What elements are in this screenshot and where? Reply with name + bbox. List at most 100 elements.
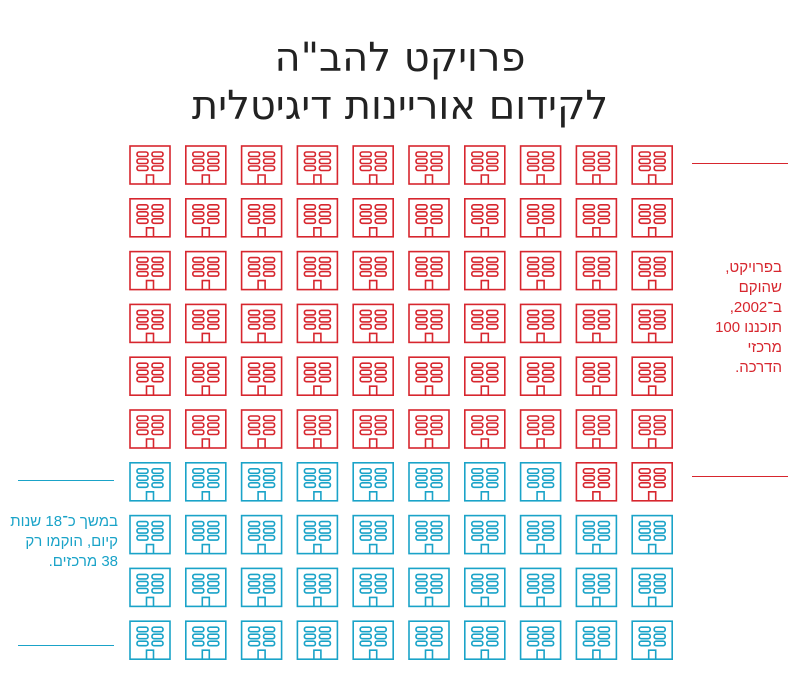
- built-center-icon: [296, 514, 339, 555]
- unbuilt-center-icon: [129, 250, 171, 291]
- unbuilt-center-icon: [519, 409, 562, 449]
- unbuilt-center-icon: [240, 250, 283, 291]
- built-center-icon: [519, 567, 562, 608]
- built-center-icon: [240, 461, 283, 502]
- built-center-icon: [352, 620, 395, 661]
- unbuilt-center-icon: [575, 145, 618, 185]
- chart-title-line-2: לקידום אוריינות דיגיטלית: [191, 83, 609, 129]
- unbuilt-center-icon: [463, 409, 506, 449]
- built-center-icon: [185, 567, 227, 608]
- unbuilt-center-icon: [631, 461, 674, 502]
- built-center-icon: [296, 567, 339, 608]
- unbuilt-center-icon: [575, 409, 618, 449]
- unbuilt-center-icon: [575, 461, 618, 502]
- unbuilt-center-icon: [296, 198, 339, 238]
- built-centers-note: במשך כ־18 שנות קיום, הוקמו רק 38 מרכזים.: [10, 513, 118, 570]
- blue-bracket-bottom-rule: [18, 645, 114, 646]
- unbuilt-center-icon: [408, 145, 450, 185]
- unbuilt-center-icon: [296, 250, 339, 291]
- built-center-icon: [240, 620, 283, 661]
- unbuilt-center-icon: [575, 198, 618, 238]
- built-center-icon: [463, 620, 506, 661]
- built-center-icon: [240, 567, 283, 608]
- unbuilt-center-icon: [519, 250, 562, 291]
- unbuilt-center-icon: [631, 145, 674, 185]
- red-bracket-top-rule: [692, 163, 788, 164]
- built-center-icon: [408, 567, 450, 608]
- unbuilt-center-icon: [408, 409, 450, 449]
- built-center-icon: [129, 514, 171, 555]
- built-center-icon: [352, 567, 395, 608]
- unbuilt-center-icon: [463, 356, 506, 397]
- unbuilt-center-icon: [240, 409, 283, 449]
- unbuilt-center-icon: [129, 409, 171, 449]
- unbuilt-center-icon: [129, 303, 171, 344]
- unbuilt-center-icon: [185, 145, 227, 185]
- unbuilt-center-icon: [631, 409, 674, 449]
- built-center-icon: [185, 620, 227, 661]
- built-center-icon: [296, 620, 339, 661]
- unbuilt-center-icon: [352, 303, 395, 344]
- unbuilt-center-icon: [575, 356, 618, 397]
- unbuilt-center-icon: [240, 198, 283, 238]
- built-center-icon: [631, 514, 674, 555]
- unbuilt-center-icon: [631, 303, 674, 344]
- blue-bracket-top-rule: [18, 480, 114, 481]
- unbuilt-center-icon: [575, 250, 618, 291]
- built-center-icon: [519, 461, 562, 502]
- unbuilt-center-icon: [296, 303, 339, 344]
- planned-centers-note: בפרויקט, שהוקם ב־2002, תוכננו 100 מרכזי …: [715, 259, 782, 376]
- built-center-icon: [129, 567, 171, 608]
- built-center-icon: [463, 514, 506, 555]
- unbuilt-center-icon: [408, 303, 450, 344]
- unbuilt-center-icon: [296, 409, 339, 449]
- unbuilt-center-icon: [240, 303, 283, 344]
- unbuilt-center-icon: [408, 250, 450, 291]
- unbuilt-center-icon: [408, 356, 450, 397]
- built-center-icon: [408, 620, 450, 661]
- unbuilt-center-icon: [352, 198, 395, 238]
- unbuilt-center-icon: [352, 250, 395, 291]
- unbuilt-center-icon: [296, 145, 339, 185]
- unbuilt-center-icon: [185, 250, 227, 291]
- unbuilt-center-icon: [575, 303, 618, 344]
- unbuilt-center-icon: [129, 145, 171, 185]
- built-center-icon: [519, 514, 562, 555]
- built-center-icon: [575, 514, 618, 555]
- unbuilt-center-icon: [519, 145, 562, 185]
- built-center-icon: [185, 514, 227, 555]
- unbuilt-center-icon: [296, 356, 339, 397]
- unbuilt-center-icon: [519, 303, 562, 344]
- unbuilt-center-icon: [352, 409, 395, 449]
- built-center-icon: [631, 620, 674, 661]
- built-center-icon: [352, 461, 395, 502]
- unbuilt-center-icon: [631, 198, 674, 238]
- unbuilt-center-icon: [240, 145, 283, 185]
- unbuilt-center-icon: [519, 198, 562, 238]
- unbuilt-center-icon: [631, 250, 674, 291]
- unbuilt-center-icon: [352, 356, 395, 397]
- unbuilt-center-icon: [185, 198, 227, 238]
- built-center-icon: [296, 461, 339, 502]
- unbuilt-center-icon: [631, 356, 674, 397]
- unbuilt-center-icon: [185, 409, 227, 449]
- unbuilt-center-icon: [519, 356, 562, 397]
- built-center-icon: [463, 567, 506, 608]
- built-center-icon: [129, 461, 171, 502]
- unbuilt-center-icon: [463, 303, 506, 344]
- chart-title-line-1: פרויקט להב"ה: [274, 35, 526, 81]
- built-center-icon: [185, 461, 227, 502]
- red-bracket-bottom-rule: [692, 476, 788, 477]
- built-center-icon: [519, 620, 562, 661]
- unbuilt-center-icon: [129, 198, 171, 238]
- unbuilt-center-icon: [185, 303, 227, 344]
- unbuilt-center-icon: [185, 356, 227, 397]
- built-center-icon: [575, 620, 618, 661]
- built-center-icon: [631, 567, 674, 608]
- unbuilt-center-icon: [352, 145, 395, 185]
- built-center-icon: [352, 514, 395, 555]
- unbuilt-center-icon: [463, 145, 506, 185]
- unbuilt-center-icon: [240, 356, 283, 397]
- built-center-icon: [575, 567, 618, 608]
